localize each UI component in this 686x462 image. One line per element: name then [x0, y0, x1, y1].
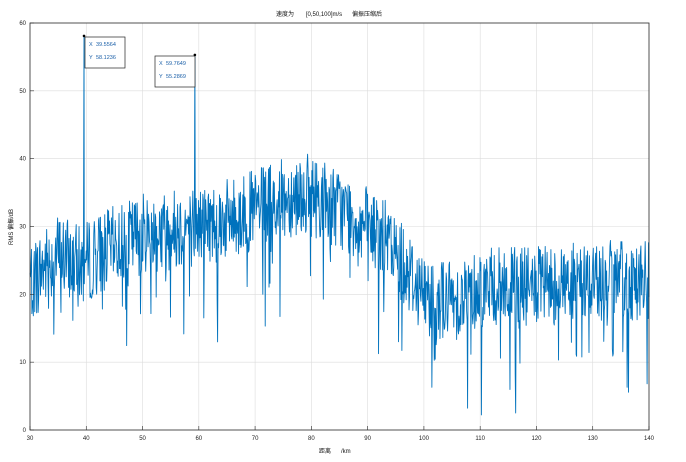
x-tick-label: 90: [364, 436, 371, 442]
axis-ticks: 30 40 50 60 70 80 90 100 110 120 130 140 0 10 20 30 40 50…: [19, 21, 654, 442]
datatip-1-x-value: 39.5564: [96, 42, 116, 48]
y-tick-label: 60: [19, 21, 26, 27]
datatip-2-x-value: 59.7649: [166, 61, 186, 67]
datatip-2-y-label: Y: [159, 74, 163, 80]
x-tick-label: 30: [27, 436, 34, 442]
datatip-2-y-value: 55.2869: [166, 74, 186, 80]
datatip-2-box: [154, 55, 196, 88]
y-tick-label: 40: [19, 157, 26, 163]
datatip-1-box: [84, 36, 126, 69]
chart-title-left: 速度为: [276, 10, 294, 18]
x-tick-label: 140: [644, 436, 655, 442]
y-tick-label: 20: [19, 292, 26, 298]
x-tick-label: 100: [419, 436, 430, 442]
x-tick-label: 120: [531, 436, 542, 442]
y-tick-label: 50: [19, 89, 26, 95]
x-tick-label: 110: [475, 436, 485, 442]
x-axis-label-prefix: 距离: [319, 447, 331, 455]
x-axis-label-unit: /km: [341, 449, 351, 455]
x-tick-label: 70: [252, 436, 259, 442]
x-tick-label: 50: [139, 436, 146, 442]
series-line-group: [29, 35, 650, 416]
x-tick-label: 80: [308, 436, 315, 442]
x-tick-label: 60: [195, 436, 202, 442]
datatip-1-marker: [82, 34, 86, 38]
datatip-2-x-label: X: [159, 61, 163, 67]
y-tick-label: 10: [19, 360, 26, 366]
chart-title-mid: [0,50,100]m/s: [306, 12, 342, 18]
datatip-1[interactable]: X 39.5564 Y 58.1236: [82, 34, 126, 69]
y-tick-label: 30: [19, 225, 26, 231]
chart-title-right: 偏振压缩后: [352, 10, 382, 18]
y-axis-label: RMS 偏振/dB: [7, 209, 15, 245]
x-tick-label: 40: [83, 436, 90, 442]
datatip-2-marker: [193, 53, 197, 57]
datatip-1-y-label: Y: [89, 55, 93, 61]
series-line: [29, 35, 650, 416]
y-tick-label: 0: [23, 428, 27, 434]
datatip-1-x-label: X: [89, 42, 93, 48]
x-tick-label: 130: [588, 436, 599, 442]
datatip-2[interactable]: X 59.7649 Y 55.2869: [154, 53, 197, 88]
datatip-1-y-value: 58.1236: [96, 55, 116, 61]
